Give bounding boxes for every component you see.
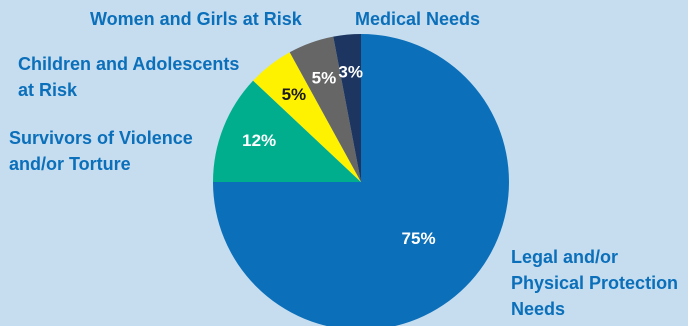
pie-slice-survivors-of-violence-and-or-torture xyxy=(213,80,361,182)
pie-slice-medical-needs xyxy=(333,34,361,182)
slice-value-label-legal-and-or-physical-protection-needs: 75% xyxy=(402,229,436,248)
pie-slice-children-and-adolescents-at-risk xyxy=(253,52,361,182)
label-women-girls: Women and Girls at Risk xyxy=(90,9,302,29)
label-medical-needs: Medical Needs xyxy=(355,9,481,29)
slice-value-label-medical-needs: 3% xyxy=(338,62,363,81)
label-legal-protection: Legal and/or Physical Protection Needs xyxy=(511,247,679,319)
label-children-adolescents: Children and Adolescents at Risk xyxy=(18,54,240,100)
slice-value-label-children-and-adolescents-at-risk: 5% xyxy=(282,85,307,104)
label-survivors-violence: Survivors of Violence and/or Torture xyxy=(9,128,193,174)
pie-slice-women-and-girls-at-risk xyxy=(289,36,361,182)
slice-value-label-women-and-girls-at-risk: 5% xyxy=(312,68,337,87)
slice-value-label-survivors-of-violence-and-or-torture: 12% xyxy=(242,131,276,150)
